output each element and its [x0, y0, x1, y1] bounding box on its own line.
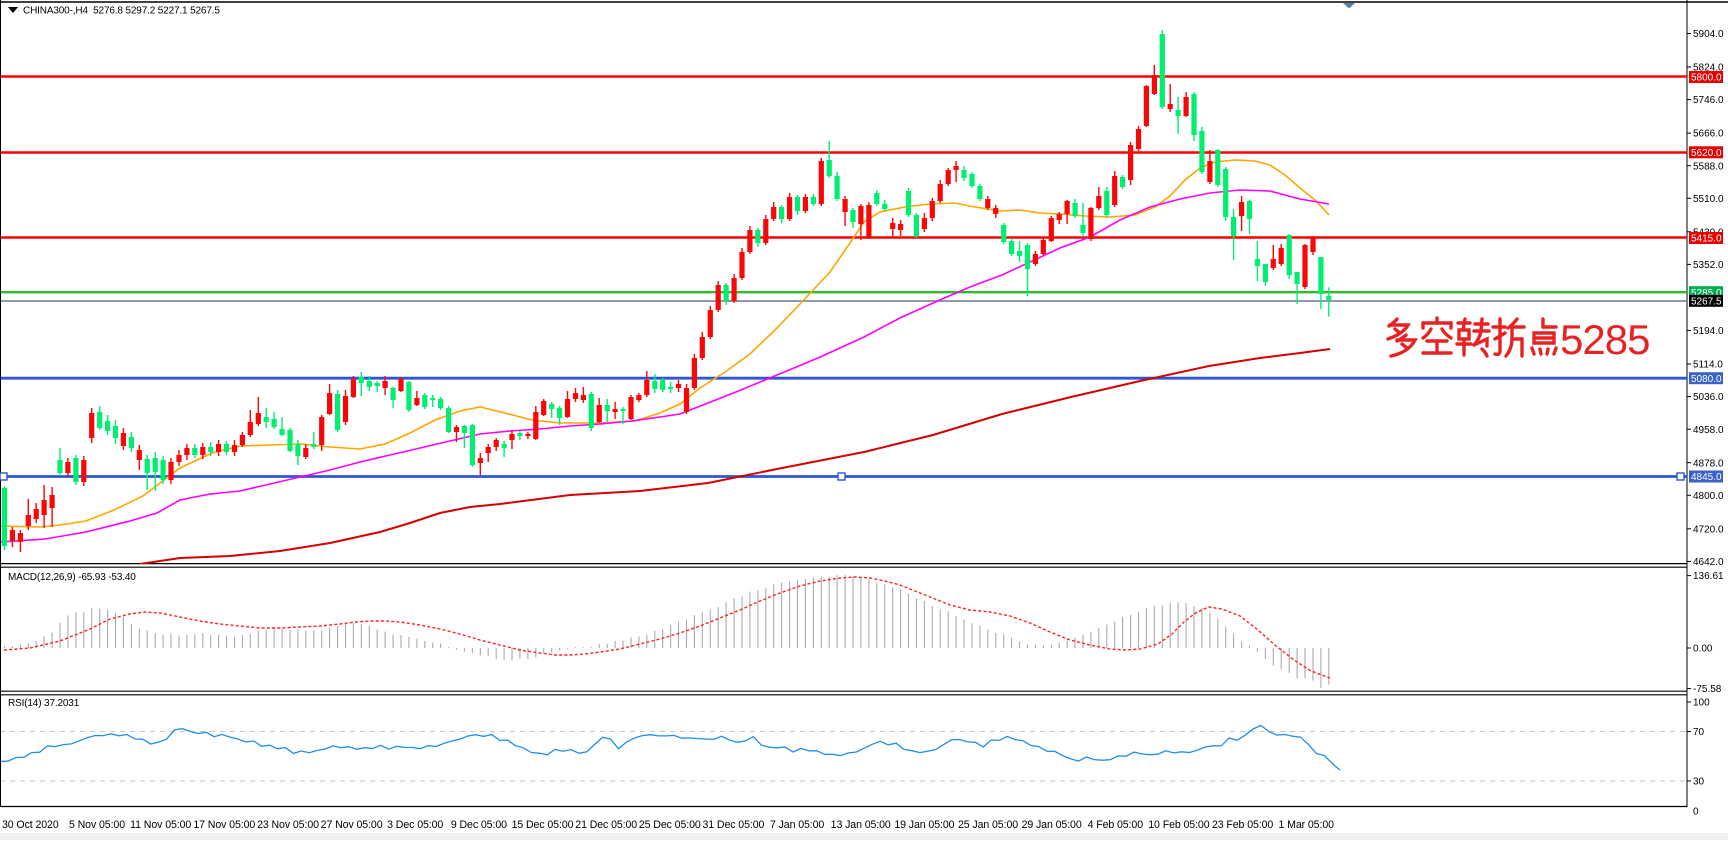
svg-text:0: 0 [1693, 807, 1699, 818]
svg-text:4800.0: 4800.0 [1693, 491, 1724, 502]
svg-text:-75.58: -75.58 [1693, 684, 1722, 695]
svg-text:21 Dec 05:00: 21 Dec 05:00 [575, 819, 637, 831]
svg-text:17 Nov 05:00: 17 Nov 05:00 [193, 819, 255, 831]
svg-text:10 Feb 05:00: 10 Feb 05:00 [1148, 819, 1209, 831]
svg-text:RSI(14) 37.2031: RSI(14) 37.2031 [8, 698, 80, 709]
svg-text:5114.0: 5114.0 [1693, 360, 1723, 371]
svg-text:MACD(12,26,9) -65.93 -53.40: MACD(12,26,9) -65.93 -53.40 [8, 572, 136, 583]
svg-text:5080.0: 5080.0 [1691, 374, 1722, 385]
svg-text:5285.0: 5285.0 [1691, 288, 1722, 299]
svg-text:5036.0: 5036.0 [1693, 392, 1724, 403]
svg-text:3 Dec 05:00: 3 Dec 05:00 [387, 819, 443, 831]
svg-text:5267.5: 5267.5 [1691, 296, 1722, 307]
svg-text:5 Nov 05:00: 5 Nov 05:00 [69, 819, 125, 831]
svg-text:5666.0: 5666.0 [1693, 129, 1724, 140]
svg-text:0.00: 0.00 [1693, 644, 1713, 655]
svg-text:5800.0: 5800.0 [1691, 73, 1722, 84]
svg-text:23 Feb 05:00: 23 Feb 05:00 [1212, 819, 1273, 831]
svg-text:19 Jan 05:00: 19 Jan 05:00 [894, 819, 954, 831]
svg-text:100: 100 [1693, 698, 1710, 709]
svg-text:25 Jan 05:00: 25 Jan 05:00 [958, 819, 1018, 831]
svg-text:30 Oct 2020: 30 Oct 2020 [2, 819, 59, 831]
svg-text:31 Dec 05:00: 31 Dec 05:00 [702, 819, 764, 831]
svg-text:5285: 5285 [1560, 316, 1649, 363]
svg-text:9 Dec 05:00: 9 Dec 05:00 [451, 819, 507, 831]
svg-text:27 Nov 05:00: 27 Nov 05:00 [321, 819, 383, 831]
svg-text:5904.0: 5904.0 [1693, 29, 1724, 40]
svg-text:4 Feb 05:00: 4 Feb 05:00 [1088, 819, 1144, 831]
svg-text:1 Mar 05:00: 1 Mar 05:00 [1278, 819, 1334, 831]
svg-text:5620.0: 5620.0 [1691, 148, 1722, 159]
svg-text:5588.0: 5588.0 [1693, 161, 1724, 172]
svg-text:29 Jan 05:00: 29 Jan 05:00 [1022, 819, 1082, 831]
svg-text:4878.0: 4878.0 [1693, 458, 1724, 469]
svg-text:5510.0: 5510.0 [1693, 194, 1724, 205]
svg-text:25 Dec 05:00: 25 Dec 05:00 [639, 819, 701, 831]
svg-text:4958.0: 4958.0 [1693, 425, 1724, 436]
svg-text:11 Nov 05:00: 11 Nov 05:00 [130, 819, 191, 831]
svg-text:5415.0: 5415.0 [1691, 234, 1722, 245]
svg-text:5194.0: 5194.0 [1693, 326, 1724, 337]
svg-text:4642.0: 4642.0 [1693, 557, 1724, 568]
svg-text:13 Jan 05:00: 13 Jan 05:00 [831, 819, 891, 831]
svg-text:30: 30 [1693, 777, 1705, 788]
svg-text:23 Nov 05:00: 23 Nov 05:00 [257, 819, 319, 831]
svg-text:5352.0: 5352.0 [1693, 260, 1724, 271]
svg-text:CHINA300-,H4 5276.8 5297.2 52: CHINA300-,H4 5276.8 5297.2 5227.1 5267.5 [23, 6, 220, 17]
svg-text:5746.0: 5746.0 [1693, 95, 1724, 106]
svg-text:4845.0: 4845.0 [1691, 472, 1722, 483]
svg-text:5824.0: 5824.0 [1693, 63, 1724, 74]
svg-text:136.61: 136.61 [1693, 571, 1724, 582]
svg-text:7 Jan 05:00: 7 Jan 05:00 [770, 819, 824, 831]
svg-text:15 Dec 05:00: 15 Dec 05:00 [512, 819, 574, 831]
svg-text:70: 70 [1693, 727, 1705, 738]
svg-text:4720.0: 4720.0 [1693, 524, 1724, 535]
